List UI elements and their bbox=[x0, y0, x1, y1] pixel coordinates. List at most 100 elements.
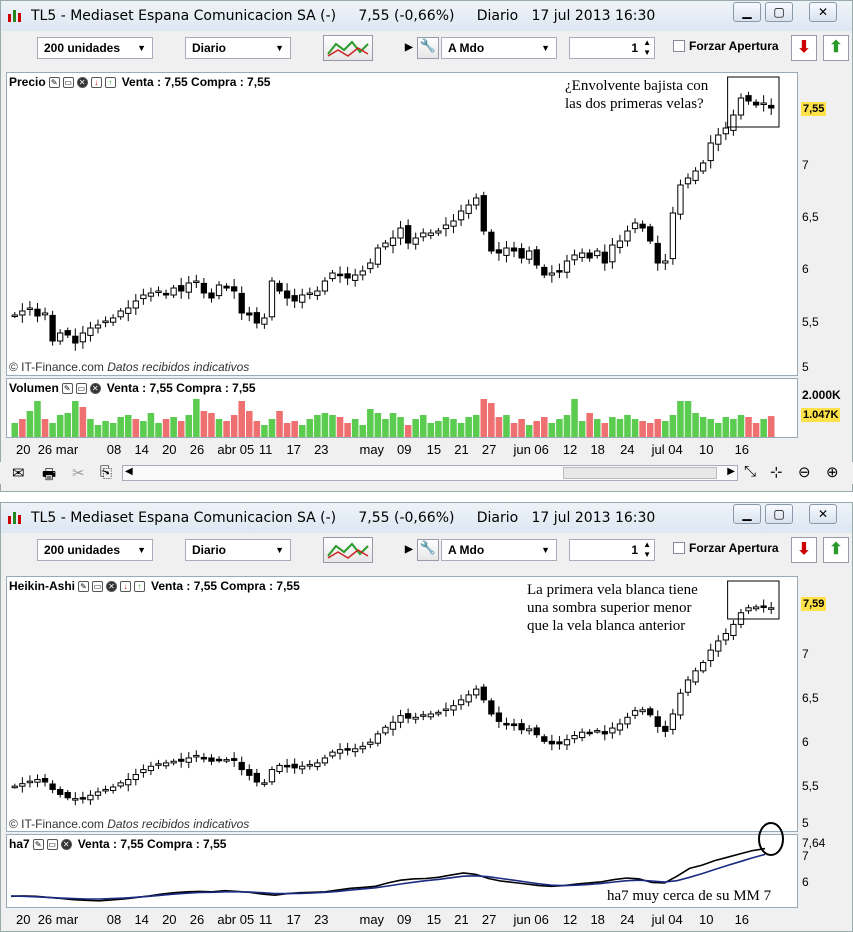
volume-bar bbox=[41, 419, 49, 437]
volume-bar bbox=[533, 421, 541, 437]
window-icon[interactable]: ▭ bbox=[46, 838, 58, 850]
close-button[interactable]: ✕ bbox=[809, 2, 837, 22]
candle-body bbox=[306, 764, 313, 767]
candle-body bbox=[329, 272, 336, 280]
candle-body bbox=[200, 756, 208, 760]
volume-bar bbox=[730, 419, 737, 437]
candle-body bbox=[41, 778, 49, 783]
candle-body bbox=[246, 312, 253, 316]
volume-bar bbox=[162, 419, 170, 437]
volume-bar bbox=[261, 425, 268, 437]
close-icon[interactable]: ✕ bbox=[106, 580, 118, 592]
order-type-dropdown[interactable]: A Mdo ▼ bbox=[441, 539, 557, 561]
mail-icon[interactable]: ✉ bbox=[12, 465, 25, 482]
zoom-cursor-icon[interactable]: ⊹ bbox=[770, 464, 783, 481]
horizontal-scrollbar[interactable]: ◀ ▶ bbox=[122, 465, 738, 481]
volume-bar bbox=[94, 425, 102, 437]
date-tick: 26 bbox=[189, 912, 205, 927]
close-button[interactable]: ✕ bbox=[809, 504, 837, 524]
stepper-icon: ▲ ▼ bbox=[643, 540, 651, 559]
zoom-out-icon[interactable]: ⊖ bbox=[798, 464, 811, 481]
close-icon[interactable]: ✕ bbox=[60, 838, 72, 850]
period-dropdown[interactable]: Diario ▼ bbox=[185, 539, 291, 561]
zoom-fit-icon[interactable]: ⤡ bbox=[744, 463, 757, 480]
scroll-right-icon[interactable]: ▶ bbox=[727, 466, 735, 477]
buy-button[interactable]: ⬆ bbox=[823, 35, 849, 61]
annotation-text: ha7 muy cerca de su MM 7 bbox=[607, 888, 772, 904]
sell-mini-icon[interactable]: ↓ bbox=[90, 76, 102, 88]
date-tick: abr 05 bbox=[217, 442, 255, 457]
zoom-in-icon[interactable]: ⊕ bbox=[826, 464, 839, 481]
export-icon[interactable]: ⎘ bbox=[100, 464, 113, 481]
y-tick: 7,64 bbox=[802, 836, 826, 850]
scissors-icon[interactable]: ✂ bbox=[72, 465, 85, 482]
maximize-button[interactable]: ▢ bbox=[765, 2, 793, 22]
candle-body bbox=[276, 764, 283, 773]
buy-mini-icon[interactable]: ↑ bbox=[104, 76, 116, 88]
wrench-icon[interactable]: ✎ bbox=[78, 580, 90, 592]
quantity-stepper[interactable]: 1 ▲ ▼ bbox=[569, 37, 655, 59]
date-tick: jul 04 bbox=[651, 442, 683, 457]
candle-body bbox=[102, 320, 109, 324]
sell-mini-icon[interactable]: ↓ bbox=[120, 580, 132, 592]
volume-bar bbox=[170, 417, 177, 437]
settings-button[interactable]: 🔧 bbox=[417, 37, 439, 59]
window-icon[interactable]: ▭ bbox=[62, 76, 74, 88]
minimize-button[interactable]: ▁ bbox=[733, 504, 761, 524]
sell-button[interactable]: ⬇ bbox=[791, 537, 817, 563]
volume-bar bbox=[495, 417, 503, 437]
settings-button[interactable]: 🔧 bbox=[417, 539, 439, 561]
wrench-icon[interactable]: ✎ bbox=[48, 76, 60, 88]
close-icon[interactable]: ✕ bbox=[89, 382, 101, 394]
sell-button[interactable]: ⬇ bbox=[791, 35, 817, 61]
force-open-checkbox[interactable] bbox=[673, 40, 685, 52]
candle-body bbox=[238, 761, 245, 771]
close-icon[interactable]: ✕ bbox=[76, 76, 88, 88]
candle-body bbox=[760, 605, 767, 608]
candle-body bbox=[79, 332, 87, 343]
candle-body bbox=[231, 286, 238, 292]
units-dropdown[interactable]: 200 unidades ▼ bbox=[37, 37, 153, 59]
wrench-icon[interactable]: ✎ bbox=[32, 838, 44, 850]
window-icon[interactable]: ▭ bbox=[92, 580, 104, 592]
wrench-icon[interactable]: ✎ bbox=[61, 382, 73, 394]
buy-mini-icon[interactable]: ↑ bbox=[134, 580, 146, 592]
y-tick: 5,5 bbox=[802, 779, 819, 793]
scroll-left-icon[interactable]: ◀ bbox=[125, 466, 133, 477]
app-icon bbox=[8, 10, 21, 22]
candle-body bbox=[19, 783, 26, 787]
force-open-checkbox[interactable] bbox=[673, 542, 685, 554]
candle-body bbox=[49, 314, 56, 342]
window-icon[interactable]: ▭ bbox=[75, 382, 87, 394]
scroll-thumb[interactable] bbox=[563, 467, 717, 479]
quantity-stepper[interactable]: 1 ▲ ▼ bbox=[569, 539, 655, 561]
minimize-button[interactable]: ▁ bbox=[733, 2, 761, 22]
volume-bar bbox=[480, 399, 488, 437]
chevron-down-icon: ▼ bbox=[137, 43, 146, 53]
print-icon[interactable]: 🖶 bbox=[42, 466, 57, 483]
volume-bar bbox=[707, 419, 714, 437]
date-tick: 17 bbox=[286, 442, 301, 457]
candle-body bbox=[571, 254, 578, 261]
volume-bar bbox=[525, 425, 533, 437]
candle-body bbox=[246, 769, 253, 776]
chart-style-icon bbox=[327, 40, 369, 57]
expand-arrow-icon[interactable]: ▶ bbox=[405, 544, 413, 555]
expand-arrow-icon[interactable]: ▶ bbox=[405, 42, 413, 53]
volume-bar bbox=[404, 425, 412, 437]
maximize-button[interactable]: ▢ bbox=[765, 504, 793, 524]
units-dropdown[interactable]: 200 unidades ▼ bbox=[37, 539, 153, 561]
date-tick: 10 bbox=[699, 442, 714, 457]
order-type-dropdown[interactable]: A Mdo ▼ bbox=[441, 37, 557, 59]
period-dropdown[interactable]: Diario ▼ bbox=[185, 37, 291, 59]
date-tick: 27 bbox=[481, 912, 497, 927]
candle-body bbox=[185, 282, 192, 293]
buy-button[interactable]: ⬆ bbox=[823, 537, 849, 563]
candle-body bbox=[760, 102, 767, 105]
candle-body bbox=[624, 230, 631, 242]
candle-body bbox=[571, 735, 578, 740]
chart-style-button[interactable] bbox=[323, 35, 373, 61]
candle-body bbox=[34, 779, 41, 783]
chart-style-button[interactable] bbox=[323, 537, 373, 563]
candle-body bbox=[57, 788, 64, 795]
